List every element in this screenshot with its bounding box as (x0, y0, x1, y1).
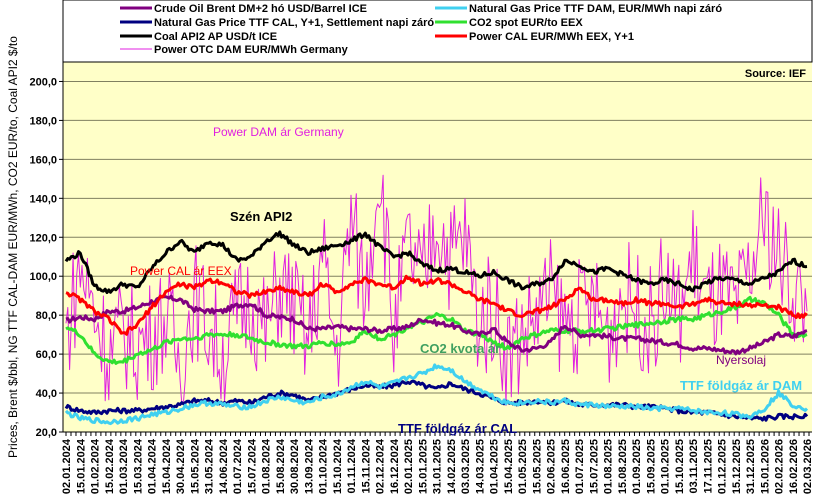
x-tick-label: 15.11.2024 (360, 438, 372, 493)
legend-entry: Crude Oil Brent DM+2 hó USD/Barrel ICE (154, 3, 367, 15)
x-ticks: 02.01.2024 15.01.2024 01.02.2024 15.02.2024… (61, 432, 814, 494)
x-tick-label: 31.01.2025 (432, 439, 444, 494)
x-tick-label: 15.04.2025 (503, 439, 515, 494)
x-tick-label: 01.11.2024 (346, 438, 358, 493)
x-tick-label: 01.10.2024 (318, 438, 330, 494)
y-tick-label: 140,0 (29, 193, 57, 205)
x-tick-label: 16.12.2024 (389, 438, 401, 494)
x-tick-label: 30.04.2024 (175, 438, 187, 494)
series-line (65, 294, 808, 356)
legend: Crude Oil Brent DM+2 hó USD/Barrel ICE Na… (120, 3, 722, 56)
legend-entry: CO2 spot EUR/to EEX (469, 17, 583, 29)
x-tick-label: 14.02.2025 (446, 439, 458, 494)
x-tick-label: 30.08.2024 (289, 438, 301, 494)
x-tick-label: 16.02.2026 (788, 439, 800, 494)
y-axis-label: Prices, Brent $/bbl, NG TTF CAL-DAM EUR/… (6, 36, 20, 458)
x-tick-label: 15.08.2025 (617, 439, 629, 494)
series-line (65, 274, 808, 336)
x-tick-label: 01.08.2025 (603, 439, 615, 494)
annotation: TTF földgáz ár DAM (680, 378, 802, 393)
x-tick-label: 15.09.2025 (645, 439, 657, 494)
y-tick-label: 40,0 (36, 388, 57, 400)
legend-entry: Power CAL EUR/MWh EEX, Y+1 (469, 31, 634, 43)
annotation: Nyersolaj (716, 353, 766, 367)
legend-entry: Coal API2 AP USD/t ICE (154, 31, 277, 43)
x-tick-label: 14.03.2025 (474, 439, 486, 494)
x-tick-label: 15.01.2025 (417, 439, 429, 494)
x-tick-label: 03.11.2025 (688, 439, 700, 493)
y-tick-label: 160,0 (29, 154, 57, 166)
x-tick-label: 01.07.2025 (574, 439, 586, 494)
x-tick-label: 01.05.2025 (517, 439, 529, 494)
series-line (64, 379, 809, 422)
x-tick-label: 15.07.2024 (246, 438, 258, 494)
x-tick-label: 16.06.2025 (560, 439, 572, 494)
x-tick-label: 01.12.2025 (717, 439, 729, 494)
y-ticks: 20,0 40,0 60,0 80,0 100,0 120,0 140,0 160,0 180,… (29, 76, 63, 439)
x-tick-label: 31.05.2024 (204, 438, 216, 494)
x-tick-label: 15.05.2025 (531, 439, 543, 494)
series-lines (64, 174, 809, 426)
x-tick-label: 15.10.2025 (674, 439, 686, 494)
x-tick-label: 01.09.2025 (631, 439, 643, 494)
y-tick-label: 80,0 (36, 310, 57, 322)
y-tick-label: 180,0 (29, 115, 57, 127)
x-tick-label: 02.06.2025 (546, 439, 558, 494)
x-tick-label: 02.02.2026 (774, 439, 786, 494)
source-label: Source: IEF (745, 68, 806, 80)
x-tick-label: 02.03.2026 (802, 439, 814, 494)
x-tick-label: 15.07.2025 (588, 439, 600, 494)
x-tick-label: 02.12.2024 (375, 438, 387, 494)
y-tick-label: 60,0 (36, 349, 57, 361)
x-tick-label: 13.09.2024 (303, 438, 315, 494)
y-tick-label: 100,0 (29, 271, 57, 283)
x-tick-label: 02.01.2025 (403, 439, 415, 494)
annotation: Power DAM ár Germany (213, 125, 344, 139)
x-tick-label: 02.01.2024 (61, 438, 73, 494)
x-tick-label: 15.02.2024 (104, 438, 116, 494)
legend-entry: Power OTC DAM EUR/MWh Germany (154, 44, 349, 56)
x-tick-label: 15.05.2024 (189, 438, 201, 494)
y-tick-label: 120,0 (29, 232, 57, 244)
y-tick-label: 200,0 (29, 76, 57, 88)
legend-entry: Natural Gas Price TTF CAL, Y+1, Settleme… (154, 17, 434, 29)
annotation: Szén API2 (230, 209, 292, 224)
x-tick-label: 15.04.2024 (161, 438, 173, 494)
x-tick-label: 01.10.2025 (660, 439, 672, 494)
y-tick-label: 20,0 (36, 427, 57, 439)
x-tick-label: 14.06.2024 (218, 438, 230, 494)
x-tick-label: 01.03.2024 (118, 438, 130, 494)
x-tick-label: 01.02.2024 (90, 438, 102, 494)
x-tick-label: 01.04.2025 (489, 439, 501, 494)
series-line (65, 174, 808, 406)
x-tick-label: 01.08.2024 (261, 438, 273, 494)
annotation: TTF földgáz ár CAL (398, 421, 517, 436)
annotations: Power DAM ár Germany Szén API2 Power CAL á… (130, 125, 802, 436)
series-line (64, 230, 808, 295)
x-tick-label: 15.03.2024 (132, 438, 144, 494)
x-tick-label: 01.04.2024 (147, 438, 159, 494)
series-line (64, 363, 809, 426)
x-tick-label: 01.07.2024 (232, 438, 244, 494)
x-tick-label: 15.01.2026 (759, 439, 771, 494)
x-tick-label: 15.08.2024 (275, 438, 287, 494)
annotation: CO2 kvota ár (420, 341, 500, 356)
x-tick-label: 15.12.2025 (731, 439, 743, 494)
x-tick-label: 31.12.2025 (745, 439, 757, 494)
x-tick-label: 15.10.2024 (332, 438, 344, 494)
annotation: Power CAL ár EEX (130, 264, 232, 278)
legend-entry: Natural Gas Price TTF DAM, EUR/MWh napi … (469, 3, 722, 15)
x-tick-label: 03.03.2025 (460, 439, 472, 494)
legend-box (62, 0, 813, 63)
series-line (65, 295, 808, 365)
x-tick-label: 15.01.2024 (75, 438, 87, 494)
x-tick-label: 17.11.2025 (702, 439, 714, 493)
